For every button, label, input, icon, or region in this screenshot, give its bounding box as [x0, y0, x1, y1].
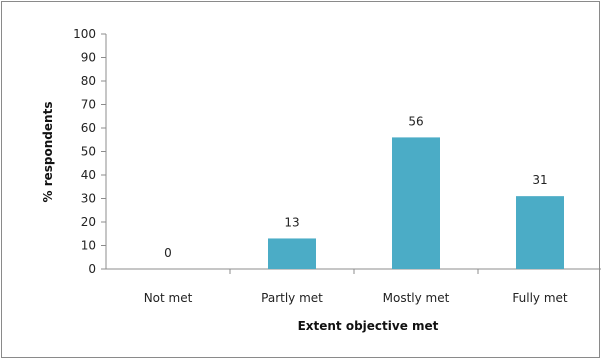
- y-tick-label: 50: [81, 145, 96, 159]
- y-tick-label: 20: [81, 215, 96, 229]
- data-label: 56: [408, 114, 423, 128]
- data-label: 0: [164, 246, 172, 260]
- category-label: Not met: [144, 291, 193, 305]
- category-label: Fully met: [512, 291, 568, 305]
- data-label: 31: [532, 173, 547, 187]
- bar-series: [268, 137, 564, 269]
- y-tick-label: 40: [81, 168, 96, 182]
- category-labels: Not met Partly met Mostly met Fully met: [144, 291, 568, 305]
- y-tick-label: 100: [73, 27, 96, 41]
- bar: [392, 137, 440, 269]
- y-tick-label: 0: [88, 262, 96, 276]
- y-tick-label: 10: [81, 239, 96, 253]
- bar: [268, 238, 316, 269]
- y-tick-label: 90: [81, 51, 96, 65]
- category-label: Mostly met: [383, 291, 450, 305]
- y-tick-label: 60: [81, 121, 96, 135]
- y-axis-title: % respondents: [41, 102, 55, 203]
- y-tick-label: 80: [81, 74, 96, 88]
- y-tick-label: 70: [81, 98, 96, 112]
- bar: [516, 196, 564, 269]
- data-label: 13: [284, 215, 299, 229]
- category-label: Partly met: [261, 291, 323, 305]
- x-axis-ticks: [229, 269, 479, 274]
- y-tick-label: 30: [81, 192, 96, 206]
- data-labels: 0 13 56 31: [164, 114, 547, 260]
- y-axis-ticks: 0 10 20 30 40 50 60 70 80 90 100: [73, 27, 106, 276]
- x-axis-title: Extent objective met: [298, 319, 439, 333]
